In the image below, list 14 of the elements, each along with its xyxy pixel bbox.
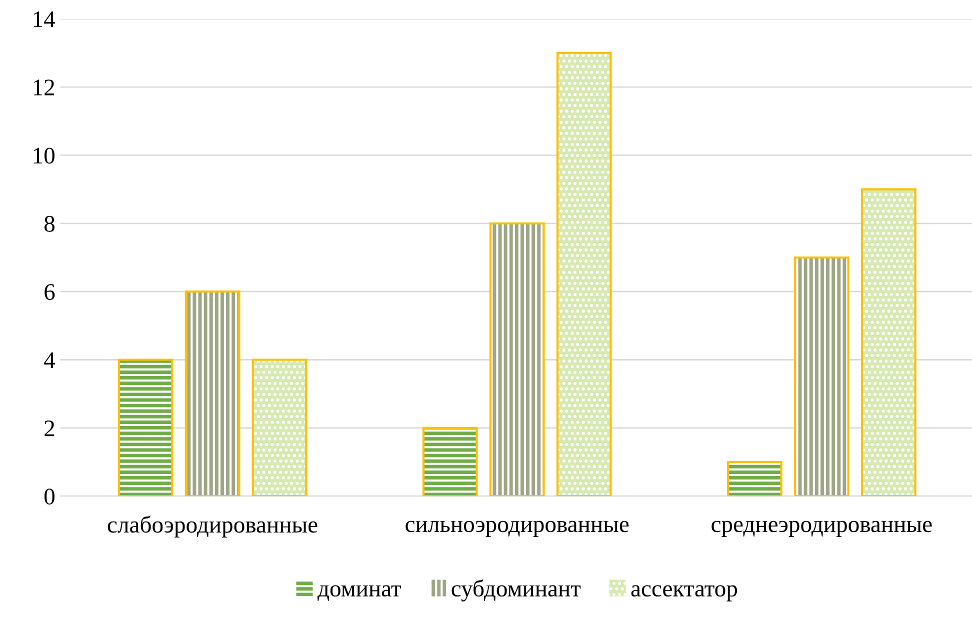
y-tick-label: 8 bbox=[44, 216, 55, 232]
y-tick-label: 4 bbox=[44, 352, 56, 368]
y-tick-label: 12 bbox=[34, 80, 54, 96]
x-tick-label: сильноэродированные bbox=[406, 520, 629, 537]
y-tick-label: 2 bbox=[44, 420, 54, 436]
legend-label: доминат bbox=[318, 585, 401, 601]
y-tick-label: 6 bbox=[44, 284, 55, 300]
x-tick-label: слабоэродированные bbox=[108, 516, 318, 538]
legend-label: ассектатор bbox=[631, 585, 738, 602]
y-tick-label: 10 bbox=[34, 148, 55, 164]
x-tick-label: среднеэродированные bbox=[712, 520, 932, 537]
legend-label: субдоминант bbox=[452, 579, 581, 602]
y-tick-label: 14 bbox=[34, 11, 56, 28]
y-tick-label: 0 bbox=[44, 488, 55, 505]
